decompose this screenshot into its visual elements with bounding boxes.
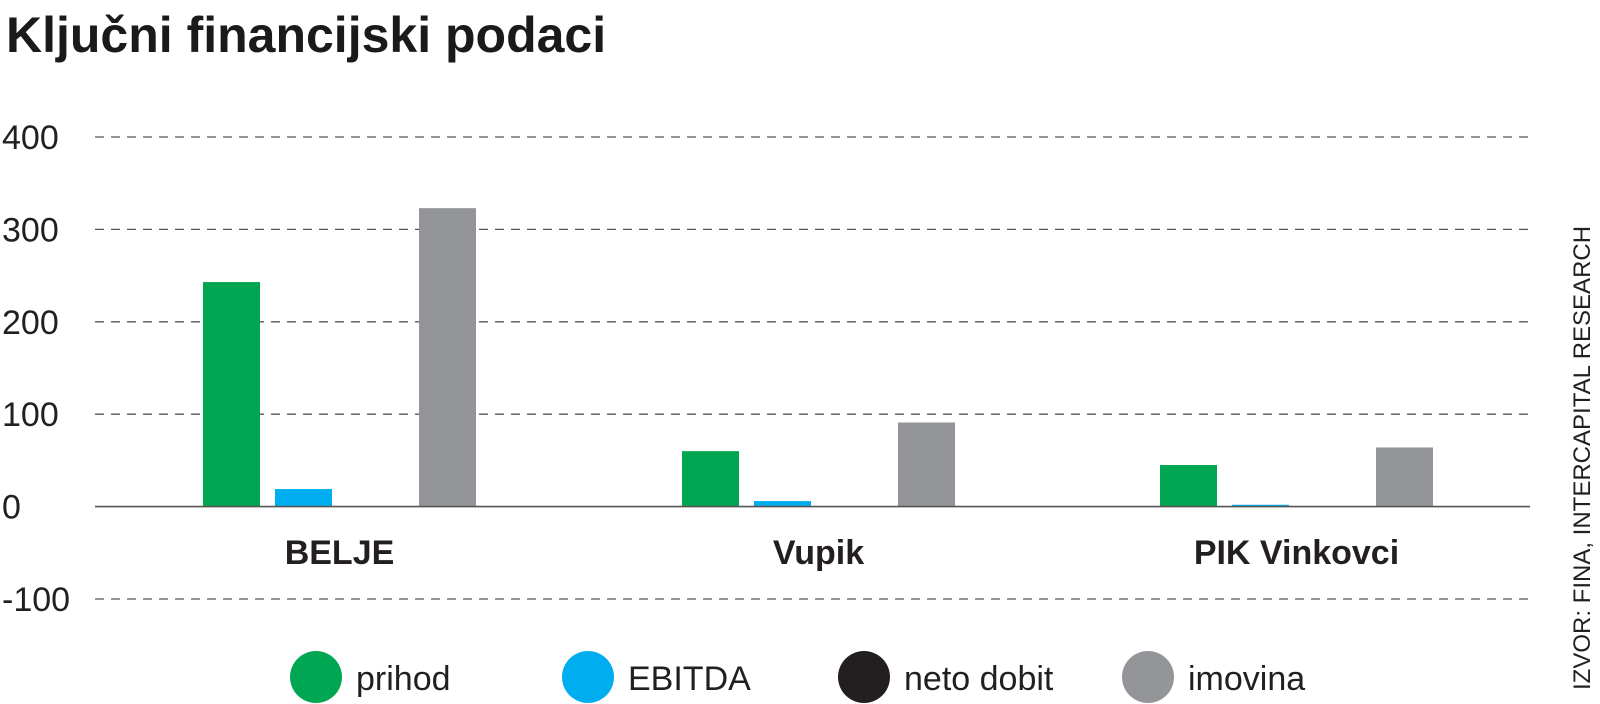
legend-swatch bbox=[562, 651, 614, 703]
y-tick-label: 0 bbox=[2, 489, 21, 527]
y-axis-ticks: 400 300 200 100 0 -100 bbox=[2, 119, 70, 619]
category-label: BELJE bbox=[285, 534, 395, 572]
y-tick-label: -100 bbox=[2, 581, 70, 619]
legend: prihod EBITDA neto dobit imovina bbox=[290, 651, 1305, 703]
category-label: Vupik bbox=[773, 534, 864, 572]
legend-label: EBITDA bbox=[628, 660, 751, 698]
chart-title: Ključni financijski podaci bbox=[6, 7, 606, 63]
y-tick-label: 400 bbox=[2, 119, 59, 157]
bar-prihod bbox=[1160, 465, 1217, 507]
legend-label: prihod bbox=[356, 660, 451, 698]
legend-swatch bbox=[838, 651, 890, 703]
bar-ebitda bbox=[1232, 504, 1289, 507]
bar-imovina bbox=[1376, 447, 1433, 507]
category-label: PIK Vinkovci bbox=[1194, 534, 1399, 572]
legend-label: imovina bbox=[1188, 660, 1305, 698]
legend-label: neto dobit bbox=[904, 660, 1054, 698]
category-labels: BELJE Vupik PIK Vinkovci bbox=[285, 534, 1399, 572]
y-tick-label: 100 bbox=[2, 396, 59, 434]
bar-ebitda bbox=[275, 489, 332, 507]
y-tick-label: 200 bbox=[2, 304, 59, 342]
bar-prihod bbox=[682, 451, 739, 507]
gridlines bbox=[95, 136, 1530, 600]
legend-swatch bbox=[290, 651, 342, 703]
legend-swatch bbox=[1122, 651, 1174, 703]
bar-ebitda bbox=[754, 501, 811, 507]
source-note: IZVOR: FINA, INTERCAPITAL RESEARCH bbox=[1569, 226, 1596, 690]
y-tick-label: 300 bbox=[2, 211, 59, 249]
bar-prihod bbox=[203, 282, 260, 507]
bar-imovina bbox=[419, 208, 476, 507]
bars bbox=[203, 208, 1433, 507]
bar-imovina bbox=[898, 422, 955, 507]
